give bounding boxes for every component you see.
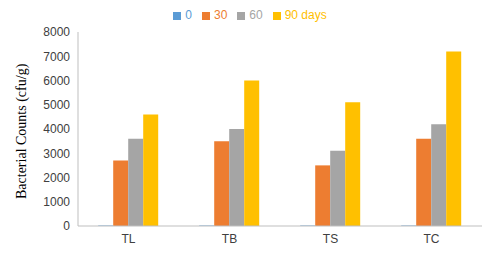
html-text:0: 0 (185, 8, 192, 22)
svg-text:8000: 8000 (43, 25, 70, 39)
svg-text:0: 0 (63, 219, 70, 233)
svg-text:TC: TC (424, 232, 440, 246)
html-text:60: 60 (249, 8, 263, 22)
svg-text:TS: TS (323, 232, 338, 246)
svg-text:TL: TL (121, 232, 135, 246)
svg-text:7000: 7000 (43, 50, 70, 64)
svg-text:3000: 3000 (43, 147, 70, 161)
svg-text:5000: 5000 (43, 98, 70, 112)
svg-text:2000: 2000 (43, 171, 70, 185)
svg-text:4000: 4000 (43, 122, 70, 136)
svg-text:TB: TB (222, 232, 237, 246)
svg-text:Bacterial Counts (cfu/g): Bacterial Counts (cfu/g) (14, 63, 30, 199)
svg-text:6000: 6000 (43, 74, 70, 88)
html-text:90 days: 90 days (284, 8, 327, 22)
svg-text:1000: 1000 (43, 195, 70, 209)
html-text:30: 30 (214, 8, 228, 22)
